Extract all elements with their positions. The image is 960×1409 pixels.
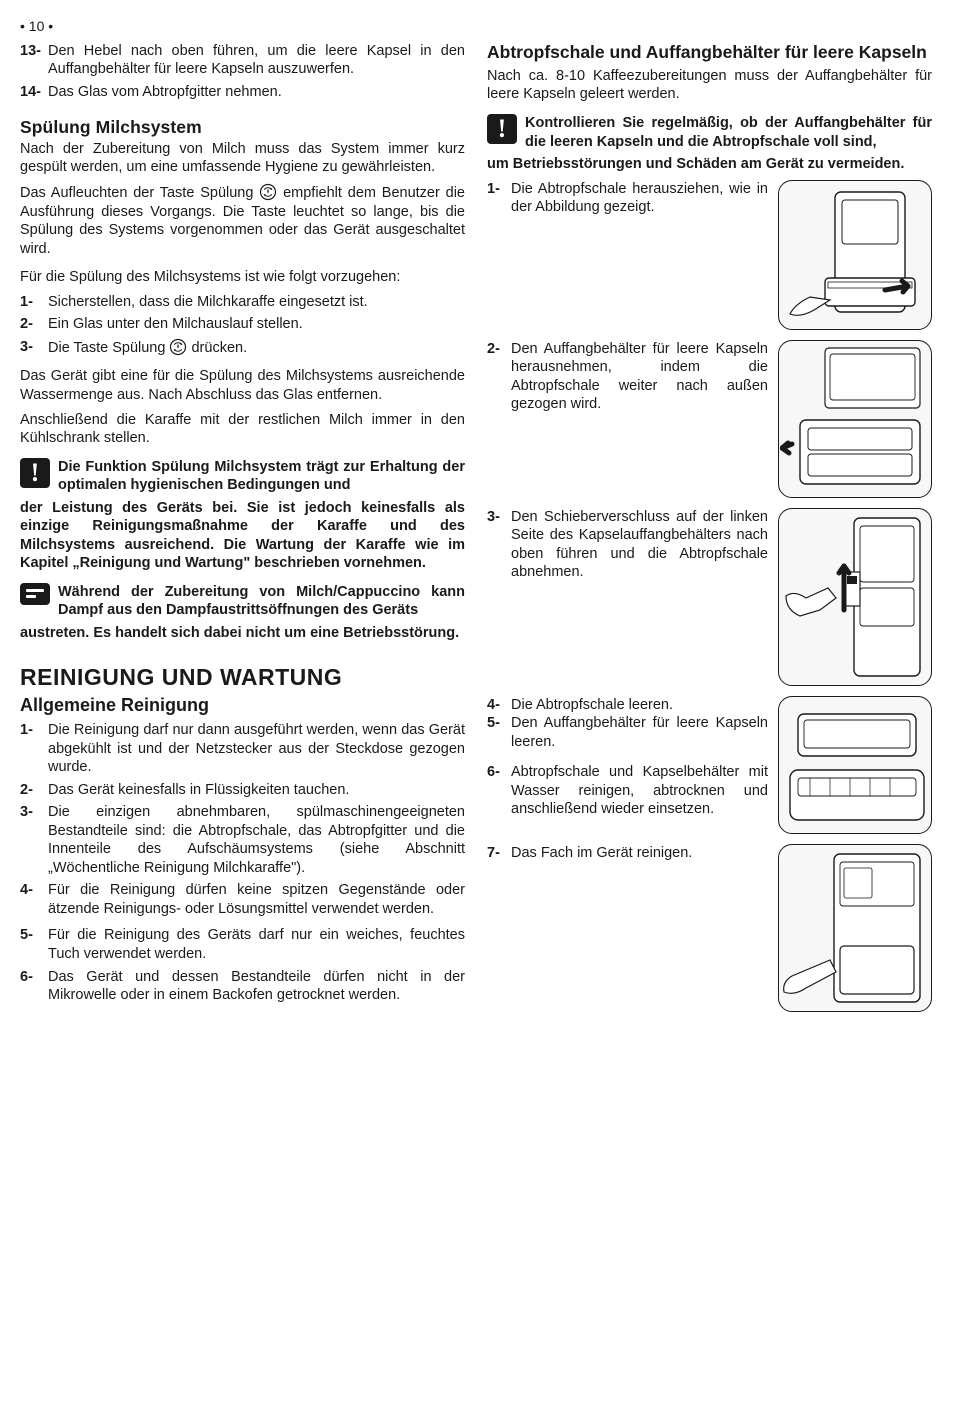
step-text: Die Abtropfschale leeren. (511, 696, 768, 715)
paragraph: Nach der Zubereitung von Milch muss das … (20, 140, 465, 177)
step-number: 5- (20, 926, 48, 963)
step-text: Den Auffangbehälter für leere Kapseln le… (511, 714, 768, 751)
step-text: Den Auffangbehälter für leere Kapseln he… (511, 340, 768, 414)
r-step-6: 6- Das Gerät und dessen Bestandteile dür… (20, 968, 465, 1005)
text-part: drücken. (187, 340, 247, 356)
note-continuation: austreten. Es handelt sich dabei nicht u… (20, 624, 465, 643)
note-icon (20, 583, 50, 605)
step-text: Für die Reinigung des Geräts darf nur ei… (48, 926, 465, 963)
step-text: Die Reinigung darf nur dann ausgeführt w… (48, 721, 465, 777)
heading-drip: Abtropfschale und Auffangbehälter für le… (487, 42, 932, 63)
step-number: 4- (20, 881, 48, 918)
r-step-2: 2- Das Gerät keinesfalls in Flüssigkeite… (20, 781, 465, 800)
note-box: Während der Zubereitung von Milch/Cappuc… (20, 583, 465, 620)
warning-icon: ! (487, 114, 517, 144)
warning-continuation: der Leistung des Geräts bei. Sie ist jed… (20, 499, 465, 573)
left-column: 13- Den Hebel nach oben führen, um die l… (20, 42, 465, 1022)
two-column-layout: 13- Den Hebel nach oben führen, um die l… (20, 42, 932, 1022)
right-step-1: 1- Die Abtropfschale herausziehen, wie i… (487, 180, 932, 330)
sp-step-1: 1- Sicherstellen, dass die Milchkaraffe … (20, 293, 465, 312)
warning-continuation: um Betriebsstörungen und Schäden am Gerä… (487, 155, 932, 174)
paragraph: Das Aufleuchten der Taste Spülung empfie… (20, 183, 465, 258)
r-step-3: 3- Die einzigen abnehmbaren, spülmaschin… (20, 803, 465, 877)
paragraph: Anschließend die Karaffe mit der restlic… (20, 411, 465, 448)
right-step-3: 3- Den Schieberverschluss auf der linken… (487, 508, 932, 686)
warning-icon: ! (20, 458, 50, 488)
paragraph: Das Gerät gibt eine für die Spülung des … (20, 367, 465, 404)
text-part: Die Taste Spülung (48, 340, 169, 356)
paragraph: Nach ca. 8-10 Kaffeezubereitungen muss d… (487, 67, 932, 104)
step-number: 2- (20, 315, 48, 334)
step-text: Die Taste Spülung drücken. (48, 338, 465, 358)
r-step-5: 5- Für die Reinigung des Geräts darf nur… (20, 926, 465, 963)
step-text: Das Fach im Gerät reinigen. (511, 844, 768, 863)
illustration-3 (778, 508, 932, 686)
rinse-icon (169, 338, 187, 356)
warning-box: ! Kontrollieren Sie regelmäßig, ob der A… (487, 114, 932, 151)
step-text: Die Abtropfschale herausziehen, wie in d… (511, 180, 768, 217)
step-text: Das Gerät keinesfalls in Flüssigkeiten t… (48, 781, 465, 800)
step-text: Ein Glas unter den Milchauslauf stellen. (48, 315, 465, 334)
step-number: 5- (487, 714, 511, 751)
warning-box: ! Die Funktion Spülung Milchsystem trägt… (20, 458, 465, 495)
r-step-4: 4- Für die Reinigung dürfen keine spitze… (20, 881, 465, 918)
sp-step-3: 3- Die Taste Spülung drücken. (20, 338, 465, 358)
step-text: Das Glas vom Abtropfgitter nehmen. (48, 83, 465, 102)
step-number: 1- (487, 180, 511, 217)
step-number: 3- (487, 508, 511, 582)
step-number: 2- (20, 781, 48, 800)
step-number: 6- (20, 968, 48, 1005)
step-number: 7- (487, 844, 511, 863)
step-number: 1- (20, 293, 48, 312)
step-number: 3- (20, 803, 48, 877)
paragraph: Für die Spülung des Milchsystems ist wie… (20, 268, 465, 287)
step-text: Die einzigen abnehmbaren, spülmaschineng… (48, 803, 465, 877)
step-text: Den Hebel nach oben führen, um die leere… (48, 42, 465, 79)
right-column: Abtropfschale und Auffangbehälter für le… (487, 42, 932, 1022)
step-number: 14- (20, 83, 48, 102)
step-number: 6- (487, 763, 511, 819)
r-step-1: 1- Die Reinigung darf nur dann ausgeführ… (20, 721, 465, 777)
illustration-4 (778, 696, 932, 834)
warning-text: Die Funktion Spülung Milchsystem trägt z… (58, 458, 465, 495)
chapter-heading: REINIGUNG UND WARTUNG (20, 663, 465, 692)
step-text: Den Schieberverschluss auf der linken Se… (511, 508, 768, 582)
warning-text: Kontrollieren Sie regelmäßig, ob der Auf… (525, 114, 932, 151)
step-text: Für die Reinigung dürfen keine spitzen G… (48, 881, 465, 918)
step-text: Sicherstellen, dass die Milchkaraffe ein… (48, 293, 465, 312)
right-step-2: 2- Den Auffangbehälter für leere Kapseln… (487, 340, 932, 498)
step-text: Das Gerät und dessen Bestandteile dürfen… (48, 968, 465, 1005)
heading-spulung: Spülung Milchsystem (20, 116, 465, 138)
step-13: 13- Den Hebel nach oben führen, um die l… (20, 42, 465, 79)
step-number: 1- (20, 721, 48, 777)
right-step-4-5-6: 4- Die Abtropfschale leeren. 5- Den Auff… (487, 696, 932, 834)
step-number: 2- (487, 340, 511, 414)
illustration-5 (778, 844, 932, 1012)
step-number: 13- (20, 42, 48, 79)
step-text: Abtropfschale und Kapselbehälter mit Was… (511, 763, 768, 819)
illustration-1 (778, 180, 932, 330)
step-number: 3- (20, 338, 48, 358)
right-step-7: 7- Das Fach im Gerät reinigen. (487, 844, 932, 1012)
page-number: • 10 • (20, 18, 932, 36)
step-14: 14- Das Glas vom Abtropfgitter nehmen. (20, 83, 465, 102)
sp-step-2: 2- Ein Glas unter den Milchauslauf stell… (20, 315, 465, 334)
subheading: Allgemeine Reinigung (20, 694, 465, 717)
illustration-2 (778, 340, 932, 498)
step-number: 4- (487, 696, 511, 715)
rinse-icon (259, 183, 277, 201)
note-text: Während der Zubereitung von Milch/Cappuc… (58, 583, 465, 620)
text-part: Das Aufleuchten der Taste Spülung (20, 185, 259, 201)
